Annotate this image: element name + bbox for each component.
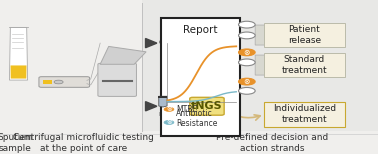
Text: Patient
release: Patient release [288,25,321,45]
Circle shape [239,87,255,94]
Circle shape [164,107,174,111]
Circle shape [239,49,255,56]
Text: Pre-defined decision and
action strands: Pre-defined decision and action strands [216,133,328,153]
FancyBboxPatch shape [264,53,345,77]
Circle shape [239,32,255,39]
Text: ⊗: ⊗ [244,77,250,86]
Polygon shape [100,46,146,64]
Polygon shape [146,38,157,48]
FancyBboxPatch shape [98,63,136,96]
Polygon shape [146,102,157,111]
Circle shape [54,80,63,84]
Text: Standard
treatment: Standard treatment [282,55,327,75]
Circle shape [239,59,255,66]
Text: ⊗: ⊗ [166,120,172,125]
Polygon shape [43,80,52,84]
Polygon shape [255,55,271,75]
Polygon shape [158,96,167,98]
Bar [142,0,378,131]
FancyBboxPatch shape [39,77,90,87]
Text: Report: Report [183,25,218,35]
Text: tNGS: tNGS [191,101,223,111]
Text: MTBC: MTBC [176,105,197,114]
Text: qPCR: qPCR [159,39,177,45]
FancyBboxPatch shape [264,23,345,47]
Polygon shape [9,27,28,80]
Text: ⊗: ⊗ [166,106,172,112]
Text: Antibiotic
Resistance: Antibiotic Resistance [176,109,217,128]
Circle shape [164,120,174,124]
Text: MTBC DNA: MTBC DNA [159,112,192,117]
Text: ⊗: ⊗ [244,48,250,57]
Text: Centrifugal microfluidic testing
at the point of care: Centrifugal microfluidic testing at the … [13,133,153,153]
Circle shape [239,21,255,28]
Text: Individualized
treatment: Individualized treatment [273,104,336,124]
Polygon shape [255,25,271,45]
Polygon shape [159,96,167,107]
Text: Sputum
sample: Sputum sample [0,133,33,153]
Polygon shape [11,65,26,79]
FancyBboxPatch shape [190,97,224,115]
Circle shape [239,78,255,85]
FancyBboxPatch shape [264,102,345,127]
FancyBboxPatch shape [161,18,240,136]
